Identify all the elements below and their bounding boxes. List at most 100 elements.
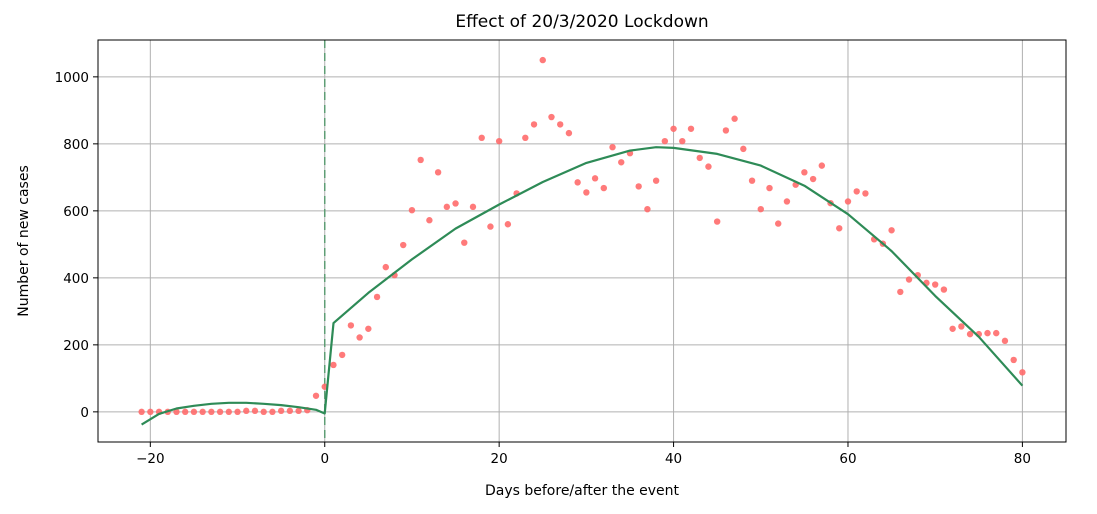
data-point xyxy=(234,408,241,416)
data-point xyxy=(269,408,276,416)
data-point xyxy=(748,177,756,184)
data-point xyxy=(277,407,285,415)
data-point xyxy=(670,125,677,132)
data-point xyxy=(225,408,233,416)
data-point xyxy=(696,154,703,162)
x-tick-label: −20 xyxy=(136,451,165,467)
data-point xyxy=(182,408,189,416)
data-point xyxy=(679,137,686,145)
data-point xyxy=(417,156,424,164)
data-point xyxy=(722,127,730,134)
data-point xyxy=(347,322,355,329)
data-point xyxy=(844,198,852,205)
data-point xyxy=(644,205,651,213)
x-tick-label: 20 xyxy=(491,451,508,467)
data-point xyxy=(583,189,590,196)
data-point xyxy=(138,408,145,416)
y-tick-label: 400 xyxy=(63,271,89,287)
data-point xyxy=(286,407,294,415)
observed-points xyxy=(138,56,1026,416)
x-tick-label: 80 xyxy=(1014,451,1031,467)
data-point xyxy=(757,205,764,213)
y-tick-label: 600 xyxy=(63,204,89,220)
data-point xyxy=(888,227,895,234)
data-point xyxy=(208,408,215,416)
data-point xyxy=(356,334,363,341)
data-point xyxy=(618,159,625,166)
data-point xyxy=(251,407,259,415)
x-tick-label: 60 xyxy=(839,451,856,467)
data-point xyxy=(766,184,773,192)
data-point xyxy=(199,408,206,416)
y-tick-label: 0 xyxy=(80,405,89,421)
data-point xyxy=(504,221,512,228)
data-point xyxy=(487,223,494,230)
data-point xyxy=(522,134,529,142)
data-point xyxy=(434,169,442,176)
data-point xyxy=(600,184,608,192)
data-point xyxy=(495,137,503,145)
data-point xyxy=(609,144,616,151)
data-point xyxy=(853,188,860,195)
data-point xyxy=(574,179,581,186)
data-point xyxy=(338,351,346,359)
data-point xyxy=(775,220,782,227)
data-point xyxy=(966,330,974,338)
data-point xyxy=(243,407,250,415)
data-point xyxy=(940,286,948,293)
data-point xyxy=(687,125,695,132)
data-point xyxy=(382,263,389,271)
fit-line xyxy=(141,146,1024,426)
data-point xyxy=(461,239,468,246)
data-point xyxy=(478,134,485,142)
data-point xyxy=(591,175,599,182)
data-point xyxy=(469,203,477,211)
data-point xyxy=(452,200,459,207)
data-point xyxy=(147,408,154,416)
data-point xyxy=(731,115,738,122)
data-point xyxy=(836,225,843,232)
data-point xyxy=(905,276,913,283)
data-point xyxy=(556,121,564,128)
x-tick-label: 40 xyxy=(665,451,682,467)
data-point xyxy=(809,175,817,183)
data-point xyxy=(190,408,198,416)
data-point xyxy=(993,329,1000,337)
grid xyxy=(98,40,1066,442)
y-tick-label: 1000 xyxy=(55,70,89,86)
data-point xyxy=(1001,337,1009,345)
data-point xyxy=(408,206,416,214)
data-point xyxy=(705,163,712,170)
data-point xyxy=(740,145,747,153)
data-point xyxy=(949,325,956,332)
y-axis-label: Number of new cases xyxy=(16,165,32,317)
data-point xyxy=(1010,356,1017,364)
data-point xyxy=(783,198,791,205)
data-point xyxy=(530,121,538,128)
data-point xyxy=(539,56,546,64)
data-point xyxy=(330,361,337,369)
data-point xyxy=(312,392,320,399)
data-point xyxy=(426,217,433,224)
data-point xyxy=(931,281,939,288)
data-point xyxy=(173,408,180,416)
data-point xyxy=(365,325,372,332)
y-tick-label: 800 xyxy=(63,137,89,153)
data-point xyxy=(295,407,302,415)
data-point xyxy=(818,162,826,169)
data-point xyxy=(713,218,721,225)
data-point xyxy=(652,177,660,184)
data-point xyxy=(443,203,451,211)
data-point xyxy=(661,137,669,145)
data-point xyxy=(565,129,573,137)
data-point xyxy=(958,323,965,330)
data-point xyxy=(400,241,407,249)
x-tick-label: 0 xyxy=(320,451,329,467)
data-point xyxy=(548,113,555,121)
data-point xyxy=(1019,369,1026,376)
data-point xyxy=(897,288,904,296)
data-point xyxy=(801,169,808,176)
y-tick-label: 200 xyxy=(63,338,89,354)
